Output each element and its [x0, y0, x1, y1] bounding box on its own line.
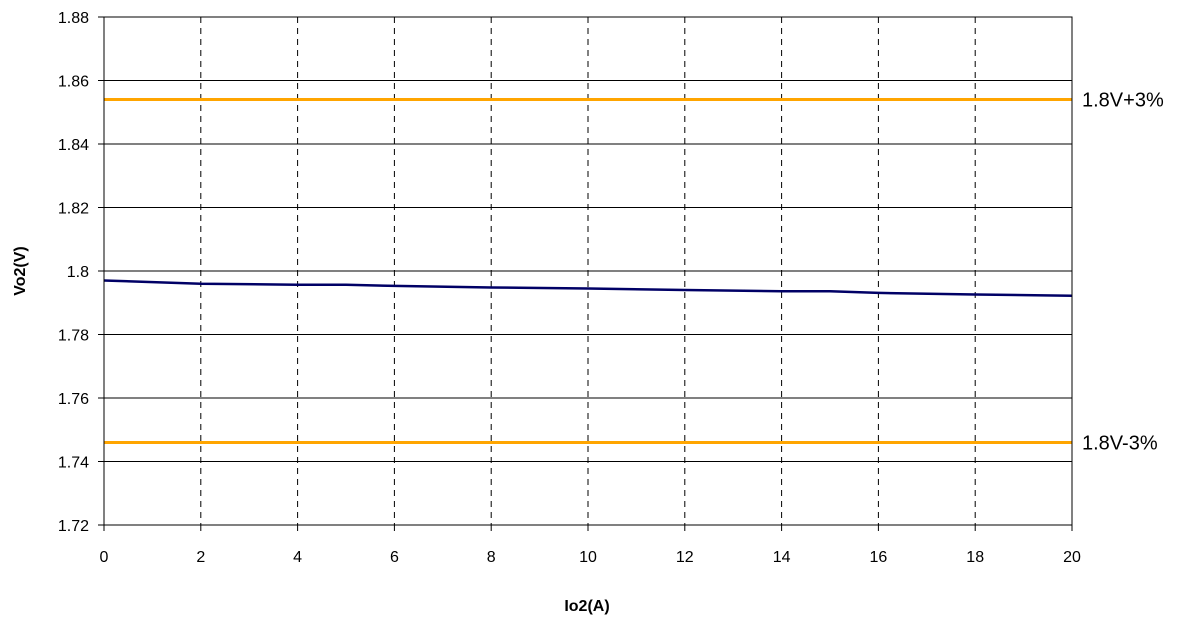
data-series	[103, 279, 1073, 298]
x-tick-label: 14	[773, 549, 791, 566]
x-tick-label: 18	[966, 549, 984, 566]
x-tick-label: 6	[390, 549, 399, 566]
y-tick-label: 1.88	[58, 10, 89, 27]
y-axis-title: Vo2(V)	[12, 246, 29, 295]
y-tick-label: 1.86	[58, 74, 89, 91]
x-axis-title: Io2(A)	[564, 598, 609, 615]
x-tick-label: 0	[100, 549, 109, 566]
x-tick-label: 8	[487, 549, 496, 566]
y-tick-label: 1.82	[58, 201, 89, 218]
y-tick-label: 1.76	[58, 391, 89, 408]
y-tick-label: 1.84	[58, 137, 89, 154]
grid	[104, 17, 1072, 525]
reference-line-label: 1.8V+3%	[1082, 90, 1164, 112]
x-tick-label: 12	[676, 549, 694, 566]
y-tick-label: 1.78	[58, 328, 89, 345]
series-line	[103, 279, 1073, 298]
x-tick-label: 2	[196, 549, 205, 566]
reference-line-label: 1.8V-3%	[1082, 432, 1158, 454]
reference-lines: 1.8V+3% 1.8V-3%	[104, 90, 1164, 454]
axes: 1.72 1.74 1.76 1.78 1.8 1.82 1.84 1.86 1.88 0 2 4 6 8…	[58, 10, 1081, 566]
y-tick-label: 1.72	[58, 518, 89, 535]
x-tick-label: 10	[579, 549, 597, 566]
y-tick-label: 1.8	[67, 264, 89, 281]
plot-area-border	[103, 16, 1073, 526]
x-tick-label: 20	[1063, 549, 1081, 566]
y-tick-label: 1.74	[58, 455, 89, 472]
x-tick-label: 4	[293, 549, 302, 566]
x-tick-label: 16	[870, 549, 888, 566]
